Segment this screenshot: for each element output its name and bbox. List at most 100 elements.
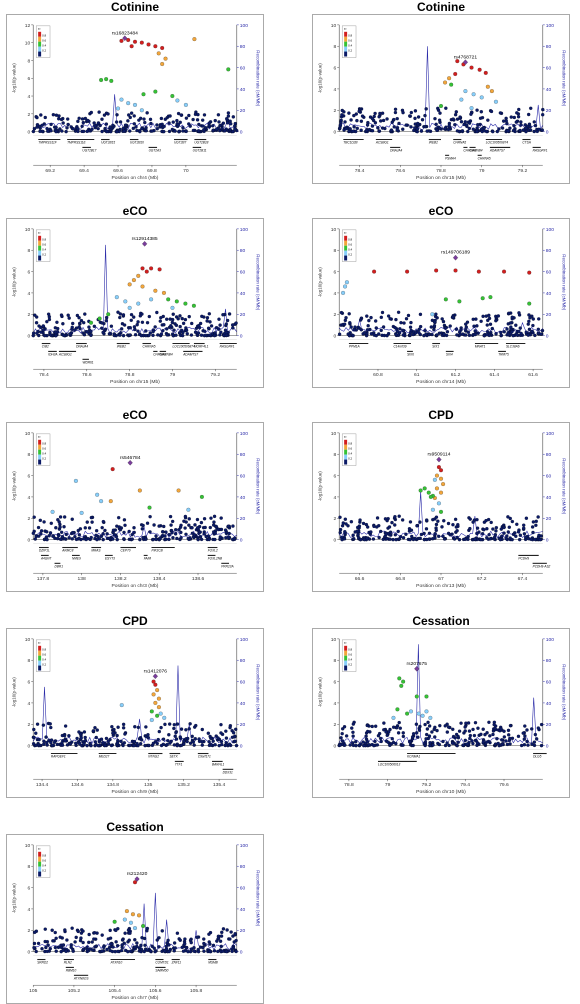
snp-point <box>519 123 523 127</box>
snp-point <box>438 490 444 495</box>
snp-point <box>179 743 184 748</box>
snp-point <box>230 735 235 739</box>
snp-point <box>191 117 195 122</box>
snp-point <box>397 121 401 126</box>
legend-swatch <box>344 36 348 42</box>
snp-point <box>75 736 79 741</box>
snp-point <box>172 328 176 332</box>
snp-point <box>146 42 151 47</box>
snp-point <box>475 531 479 536</box>
y-tick-label: 4 <box>333 291 336 297</box>
snp-point <box>436 501 441 506</box>
snp-point <box>364 333 369 338</box>
snp-point <box>534 519 538 524</box>
snp-point <box>37 333 41 338</box>
legend-label: 0.2 <box>348 49 352 53</box>
y-tick-label: 10 <box>25 637 31 643</box>
legend-label: 0.4 <box>348 248 352 252</box>
snp-point <box>431 517 435 522</box>
x-tick-label: 60.8 <box>373 372 383 378</box>
snp-point <box>393 515 397 519</box>
snp-point <box>527 122 532 126</box>
snp-point <box>394 317 398 322</box>
snp-point <box>385 518 389 523</box>
snp-point <box>122 741 127 745</box>
snp-point <box>141 924 146 929</box>
snp-point <box>438 723 442 728</box>
snp-point <box>85 743 89 748</box>
snp-point <box>76 528 80 533</box>
snp-point <box>508 321 513 325</box>
snp-point <box>427 531 432 535</box>
snp-point <box>384 532 388 536</box>
snp-point <box>132 315 136 319</box>
gene-label: ADAMTS7 <box>489 149 505 153</box>
snp-point <box>202 532 206 536</box>
x-tick-label: 138.2 <box>114 576 127 582</box>
x-tick-label: 105.4 <box>108 988 121 994</box>
snp-point <box>103 327 108 331</box>
plot-frame: 0 2 4 6 8 10 12 0 20 40 60 80 100 -log10(p-value) Reco… <box>6 14 264 184</box>
snp-point <box>434 473 439 478</box>
snp-point <box>99 534 104 539</box>
snp-point <box>394 537 398 542</box>
legend-swatch <box>38 449 42 455</box>
snp-point <box>171 333 175 338</box>
snp-point <box>46 129 50 133</box>
snp-point <box>105 129 109 134</box>
lead-snp-label: rs212420 <box>127 871 148 877</box>
gene-label: MORF4L1 <box>194 345 209 349</box>
snp-point <box>338 527 343 532</box>
snp-point <box>156 737 160 742</box>
snp-point <box>464 322 468 326</box>
snp-point <box>56 945 61 950</box>
snp-point <box>54 129 58 134</box>
snp-point <box>437 331 442 335</box>
snp-point <box>375 525 379 529</box>
snp-point <box>184 116 189 120</box>
gene-label: MSMB <box>208 961 217 965</box>
snp-point <box>464 333 468 337</box>
snp-point <box>379 328 383 333</box>
y-tick-label: 4 <box>333 701 336 707</box>
snp-point <box>136 725 141 730</box>
snp-point <box>128 326 132 330</box>
snp-point <box>225 318 230 323</box>
gene-label: TRMT5 <box>498 353 509 357</box>
snp-point <box>434 122 438 126</box>
snp-point <box>130 532 134 537</box>
snp-point <box>450 741 455 745</box>
snp-point <box>482 528 486 532</box>
snp-point <box>81 929 85 933</box>
snp-point <box>49 725 53 730</box>
snp-point <box>408 537 412 542</box>
snp-point <box>216 113 221 117</box>
snp-point <box>502 729 506 733</box>
snp-point <box>64 129 68 134</box>
snp-point <box>82 333 87 337</box>
x-tick-label: 66.8 <box>395 576 405 582</box>
legend-label: 0.4 <box>42 452 46 456</box>
snp-point <box>377 115 381 119</box>
snp-point <box>378 111 382 116</box>
snp-point <box>135 128 139 133</box>
snp-point <box>62 515 67 519</box>
snp-point <box>138 129 142 134</box>
snp-point <box>92 937 96 941</box>
snp-point <box>532 743 537 748</box>
snp-point <box>384 730 388 734</box>
y-tick-label: 8 <box>27 248 30 254</box>
y2-tick-label: 40 <box>240 701 246 707</box>
snp-point <box>372 743 376 748</box>
snp-point <box>187 122 191 126</box>
snp-point <box>85 329 89 334</box>
background-snps <box>31 514 237 542</box>
y-tick-label: 2 <box>27 312 30 318</box>
snp-point <box>469 106 474 111</box>
snp-point <box>74 741 78 746</box>
snp-point <box>49 122 53 127</box>
snp-point <box>409 110 414 115</box>
snp-point <box>374 333 378 338</box>
x-tick-label: 79.2 <box>211 372 221 378</box>
snp-point <box>532 129 536 134</box>
